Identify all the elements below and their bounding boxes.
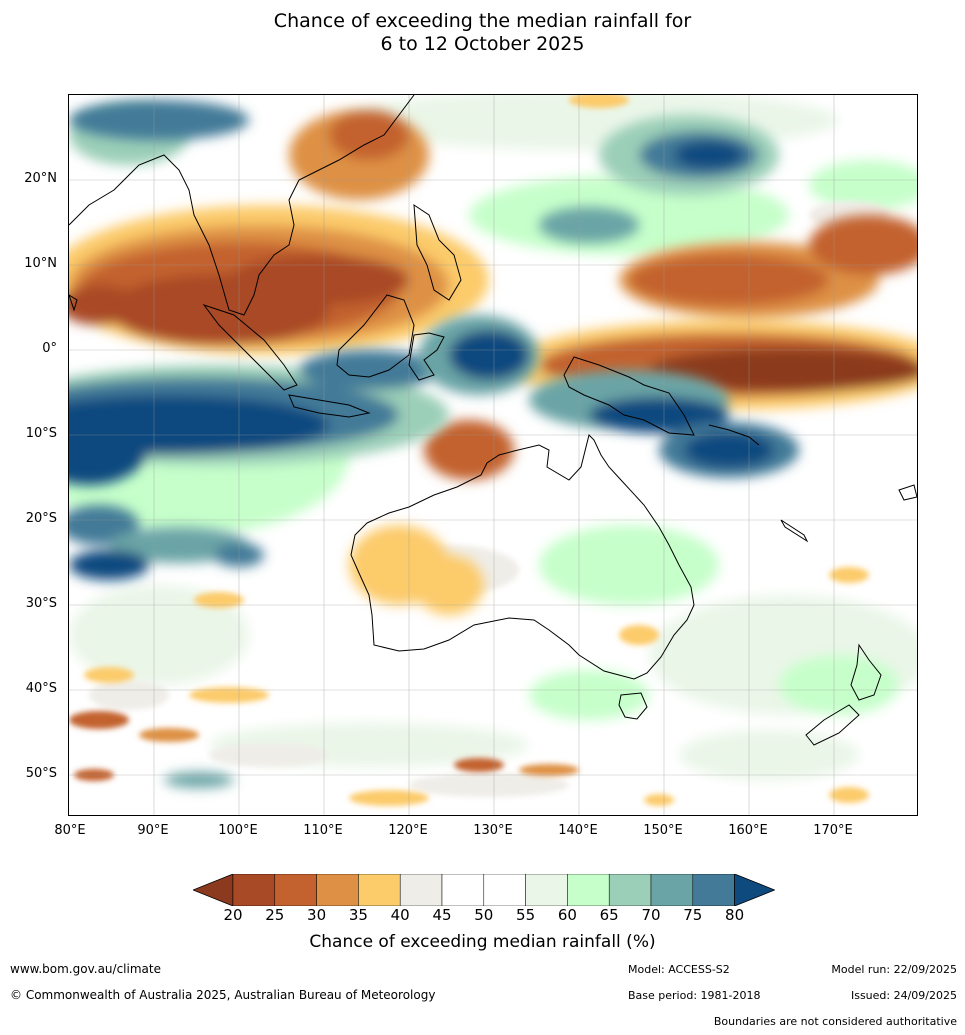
lon-label-90e: 90°E <box>137 823 169 838</box>
lat-label-20n: 20°N <box>24 171 57 186</box>
lat-label-10n: 10°N <box>24 256 57 271</box>
colorbar-segment <box>232 874 276 906</box>
sumatra-coast <box>202 304 298 391</box>
map-title: Chance of exceeding the median rainfall … <box>0 10 965 56</box>
colorbar-under-arrow <box>193 874 234 906</box>
lon-label-130e: 130°E <box>473 823 513 838</box>
colorbar-segment <box>316 874 359 906</box>
lon-label-100e: 100°E <box>218 823 258 838</box>
sulawesi-coast <box>408 332 445 381</box>
mainland-asia-coast <box>69 95 415 316</box>
wet-regions <box>69 100 799 788</box>
footer-disclaimer: Boundaries are not considered authoritat… <box>713 1015 957 1028</box>
colorbar-tick-label: 50 <box>474 906 494 924</box>
colorbar-tick-label: 60 <box>557 906 577 924</box>
colorbar-tick-label: 65 <box>599 906 619 924</box>
footer-url[interactable]: www.bom.gov.au/climate <box>10 962 161 976</box>
lat-label-10s: 10°S <box>25 426 57 441</box>
title-line-1: Chance of exceeding the median rainfall … <box>273 10 692 32</box>
colorbar-segment <box>483 874 526 906</box>
colorbar-segment <box>358 874 401 906</box>
colorbar-tick-label: 25 <box>265 906 285 924</box>
borneo-coast <box>336 294 415 378</box>
lon-label-120e: 120°E <box>388 823 428 838</box>
colorbar <box>193 874 775 906</box>
graticule <box>69 95 917 815</box>
colorbar-tick-label: 75 <box>683 906 703 924</box>
new-zealand-south <box>805 704 860 746</box>
tasmania-coast <box>618 692 648 720</box>
lon-label-170e: 170°E <box>813 823 853 838</box>
colorbar-segment <box>525 874 568 906</box>
new-guinea-coast <box>563 356 695 436</box>
colorbar-tick-label: 70 <box>641 906 661 924</box>
new-zealand-north <box>850 643 882 701</box>
colorbar-label: Chance of exceeding median rainfall (%) <box>309 932 656 952</box>
fiji-islands <box>898 484 917 501</box>
footer-model-run: Model run: 22/09/2025 <box>831 963 957 976</box>
colorbar-segment <box>608 874 652 906</box>
coastlines <box>69 95 917 746</box>
footer-model: Model: ACCESS-S2 <box>628 963 730 976</box>
rainfall-map <box>68 94 918 816</box>
colorbar-tick-label: 30 <box>307 906 327 924</box>
australia-coast <box>350 434 695 680</box>
lat-label-30s: 30°S <box>25 596 57 611</box>
colorbar-tick-label: 40 <box>390 906 410 924</box>
dry-spots <box>69 95 869 806</box>
lat-label-0: 0° <box>42 341 57 356</box>
lat-label-50s: 50°S <box>25 766 57 781</box>
footer-base-period: Base period: 1981-2018 <box>628 989 761 1002</box>
colorbar-tick-label: 55 <box>516 906 536 924</box>
map-canvas <box>69 95 917 815</box>
colorbar-segment <box>441 874 485 906</box>
colorbar-tick-label: 45 <box>432 906 452 924</box>
colorbar-over-arrow <box>734 874 775 906</box>
lon-label-110e: 110°E <box>303 823 343 838</box>
colorbar-segment <box>567 874 610 906</box>
lat-label-20s: 20°S <box>25 511 57 526</box>
lat-label-40s: 40°S <box>25 681 57 696</box>
colorbar-segment <box>692 874 735 906</box>
colorbar-tick-label: 80 <box>725 906 745 924</box>
java-coast <box>288 394 371 418</box>
new-caledonia <box>780 519 809 543</box>
solomon-islands <box>708 424 760 446</box>
colorbar-segment <box>399 874 443 906</box>
colorbar-tick-label: 20 <box>223 906 243 924</box>
lon-label-150e: 150°E <box>643 823 683 838</box>
footer-issued: Issued: 24/09/2025 <box>850 989 957 1002</box>
lon-label-80e: 80°E <box>54 823 86 838</box>
colorbar-tick-label: 35 <box>348 906 368 924</box>
colorbar-segment <box>274 874 317 906</box>
colorbar-segment <box>650 874 694 906</box>
footer-copyright: © Commonwealth of Australia 2025, Austra… <box>10 988 436 1002</box>
title-line-2: 6 to 12 October 2025 <box>380 33 585 55</box>
lon-label-160e: 160°E <box>728 823 768 838</box>
sri-lanka <box>69 294 78 312</box>
lon-label-140e: 140°E <box>558 823 598 838</box>
philippines-coast <box>413 204 462 301</box>
